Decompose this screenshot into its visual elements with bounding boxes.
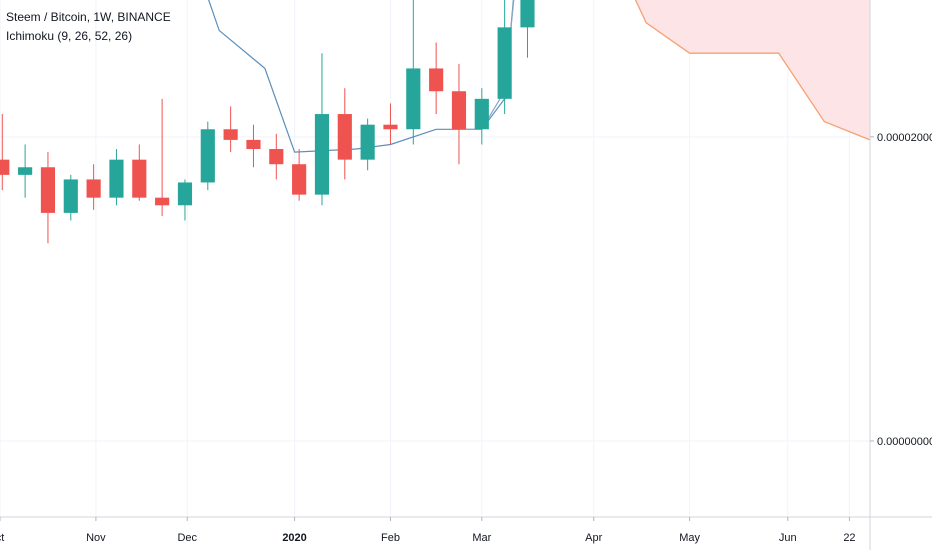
candle-body-down bbox=[246, 139, 261, 150]
candle-body-up bbox=[497, 27, 512, 99]
leading-span-a-line bbox=[634, 0, 871, 141]
price-tick-label: 0.00002000 bbox=[877, 132, 932, 144]
candle-body-down bbox=[132, 159, 147, 198]
time-tick-label: Nov bbox=[86, 532, 106, 544]
candle-body-down bbox=[429, 68, 444, 92]
candle-body-down bbox=[337, 114, 352, 160]
ichimoku-lines bbox=[208, 0, 871, 153]
time-tick-label: Feb bbox=[381, 532, 400, 544]
candle-body-down bbox=[383, 124, 398, 130]
time-tick-label: 2020 bbox=[282, 532, 306, 544]
candle-body-up bbox=[177, 182, 193, 206]
candle-body-up bbox=[474, 98, 489, 130]
conversion-line bbox=[459, 0, 515, 130]
time-tick-label: May bbox=[679, 532, 700, 544]
time-axis[interactable]: ct Nov Dec 2020 Feb Mar Apr May Jun 22 bbox=[0, 517, 856, 544]
price-tick-label: 0.00000000 bbox=[877, 436, 932, 448]
time-tick-label: Mar bbox=[472, 532, 491, 544]
symbol-title[interactable]: Steem / Bitcoin, 1W, BINANCE bbox=[6, 10, 171, 24]
candle-body-up bbox=[360, 124, 375, 160]
candle-body-down bbox=[155, 197, 170, 206]
candle-body-up bbox=[520, 0, 535, 28]
indicator-label[interactable]: Ichimoku (9, 26, 52, 26) bbox=[6, 29, 133, 43]
candle-body-down bbox=[223, 129, 238, 140]
ichimoku-cloud bbox=[635, 0, 870, 140]
candle-body-up bbox=[406, 68, 421, 130]
candle-body-up bbox=[63, 179, 78, 213]
candle-body-up bbox=[314, 114, 330, 195]
candle-body-down bbox=[269, 149, 284, 165]
time-tick-label: ct bbox=[0, 532, 4, 544]
cloud-area bbox=[635, 0, 870, 140]
candle-body-down bbox=[451, 91, 467, 130]
candle-body-up bbox=[18, 167, 33, 175]
candle-body-up bbox=[109, 159, 124, 198]
time-tick-label: Apr bbox=[585, 532, 602, 544]
candlesticks bbox=[0, 0, 535, 244]
time-tick-label: Dec bbox=[177, 532, 197, 544]
candle-body-down bbox=[86, 179, 101, 198]
chart-legend: Steem / Bitcoin, 1W, BINANCE Ichimoku (9… bbox=[6, 8, 171, 46]
time-tick-label: Jun bbox=[779, 532, 797, 544]
candle-body-down bbox=[292, 164, 307, 195]
candle-body-up bbox=[200, 129, 215, 183]
candle-body-down bbox=[0, 159, 10, 175]
price-axis[interactable]: 0.000280000.000260000.000240000.00022000… bbox=[870, 0, 932, 448]
candle-body-down bbox=[40, 167, 56, 213]
time-tick-label: 22 bbox=[843, 532, 855, 544]
